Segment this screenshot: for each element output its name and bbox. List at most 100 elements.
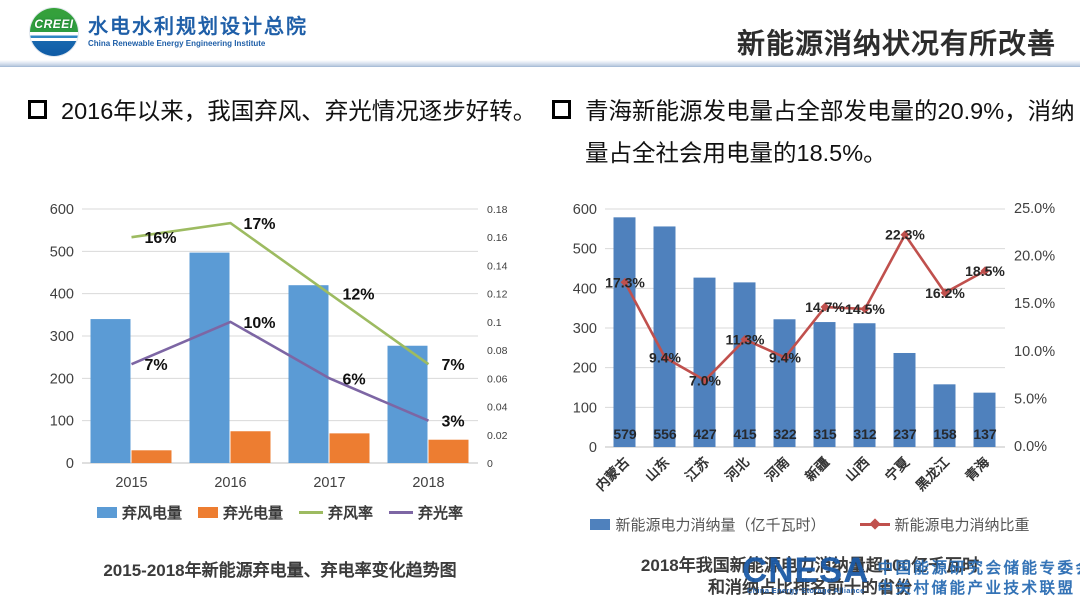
svg-text:10.0%: 10.0%	[1014, 344, 1055, 360]
svg-text:0.0%: 0.0%	[1014, 439, 1047, 455]
svg-text:0: 0	[589, 440, 597, 456]
svg-text:200: 200	[573, 361, 597, 377]
svg-text:3%: 3%	[442, 414, 465, 431]
watermark-subtitle: China Energy Storage Alliance	[746, 585, 865, 595]
svg-text:山东: 山东	[642, 453, 673, 484]
header-divider	[0, 60, 1080, 67]
svg-text:0.06: 0.06	[487, 373, 508, 385]
svg-text:0.04: 0.04	[487, 402, 508, 414]
right-bullet: 青海新能源发电量占全部发电量的20.9%，消纳量占全社会用电量的18.5%。	[552, 90, 1076, 175]
trend-chart-caption: 2015-2018年新能源弃电量、弃电率变化趋势图	[103, 561, 457, 580]
creei-logo-icon: CREEI	[30, 8, 78, 56]
svg-text:100: 100	[50, 414, 74, 430]
svg-text:江苏: 江苏	[682, 453, 713, 484]
svg-text:600: 600	[50, 202, 74, 218]
svg-text:7%: 7%	[442, 357, 465, 374]
svg-text:河南: 河南	[762, 454, 792, 484]
svg-text:322: 322	[773, 426, 797, 442]
watermark-org-line1: 中国能源研究会储能专委会	[877, 560, 1080, 577]
solar-rate-line-icon	[389, 511, 414, 514]
wind-curtailment-swatch-icon	[96, 507, 117, 518]
svg-text:15.0%: 15.0%	[1014, 296, 1055, 312]
wind-rate-line-icon	[299, 511, 323, 514]
svg-text:9.4%: 9.4%	[769, 350, 801, 366]
svg-text:17%: 17%	[244, 216, 276, 233]
org-name-cn: 水电水利规划设计总院	[88, 15, 308, 38]
legend-label: 弃风率	[328, 505, 374, 522]
svg-text:0: 0	[487, 458, 493, 470]
legend-item: 弃风电量	[96, 502, 182, 523]
caption-line2: 和消纳占比排名前十的省份	[708, 578, 912, 598]
svg-text:427: 427	[693, 426, 717, 442]
svg-text:300: 300	[573, 321, 597, 337]
svg-text:黑龙江: 黑龙江	[912, 453, 952, 493]
svg-text:0.18: 0.18	[487, 204, 508, 216]
caption-line1: 2018年我国新能源电力消纳量超100亿千瓦时	[640, 556, 980, 575]
svg-text:11.3%: 11.3%	[726, 331, 765, 347]
slide-title: 新能源消纳状况有所改善	[736, 28, 1056, 59]
trend-chart: 0 100 200 300 400 500 600 0 0.02 0.04 0.06 0.08 0.1 0…	[50, 202, 508, 491]
legend-item: 弃风率	[299, 502, 373, 523]
svg-text:7%: 7%	[145, 357, 168, 374]
org-logo: CREEI 水电水利规划设计总院 China Renewable Energy …	[30, 8, 308, 56]
solar-curtailment-swatch-icon	[197, 507, 218, 518]
svg-text:0.02: 0.02	[487, 430, 508, 442]
svg-text:2018: 2018	[412, 475, 444, 491]
svg-text:9.4%: 9.4%	[649, 350, 681, 366]
svg-text:237: 237	[893, 426, 917, 442]
consumption-volume-swatch-icon	[590, 519, 611, 530]
svg-text:22.3%: 22.3%	[885, 227, 925, 243]
province-chart-legend: 新能源电力消纳量（亿千瓦时） 新能源电力消纳比重	[555, 514, 1065, 535]
svg-text:0.16: 0.16	[487, 232, 508, 244]
svg-text:0.1: 0.1	[487, 317, 502, 329]
svg-text:14.7%: 14.7%	[805, 299, 845, 315]
org-name-block: 水电水利规划设计总院 China Renewable Energy Engine…	[88, 16, 308, 49]
province-chart: 0 100 200 300 400 500 600 0.0% 5.0% 10.0% 15.0% 20.…	[573, 201, 1055, 494]
svg-text:7.0%: 7.0%	[689, 372, 721, 388]
watermark-name: CNESA	[742, 551, 870, 590]
svg-text:16%: 16%	[145, 230, 177, 247]
square-bullet-icon	[552, 100, 571, 119]
svg-text:415: 415	[733, 426, 757, 442]
legend-label: 弃光电量	[222, 505, 283, 522]
legend-label: 弃光率	[418, 505, 464, 522]
svg-text:2015: 2015	[115, 475, 147, 491]
svg-text:新疆: 新疆	[802, 453, 833, 484]
svg-text:100: 100	[573, 400, 597, 416]
svg-text:2016: 2016	[214, 475, 246, 491]
cnesa-watermark: CNESA China Energy Storage Alliance 中国能源…	[742, 551, 1080, 599]
legend-item: 新能源电力消纳量（亿千瓦时）	[590, 514, 826, 535]
svg-text:0.08: 0.08	[487, 345, 508, 357]
svg-text:内蒙古: 内蒙古	[592, 453, 632, 493]
svg-text:300: 300	[50, 329, 74, 345]
province-chart-caption: 2018年我国新能源电力消纳量超100亿千瓦时 和消纳占比排名前十的省份	[560, 555, 1060, 600]
svg-text:0.12: 0.12	[487, 289, 508, 301]
svg-text:16.2%: 16.2%	[925, 285, 965, 301]
legend-item: 新能源电力消纳比重	[859, 514, 1030, 535]
svg-text:500: 500	[50, 244, 74, 260]
svg-text:0.14: 0.14	[487, 260, 508, 272]
svg-text:158: 158	[933, 426, 957, 442]
svg-text:0: 0	[66, 456, 74, 472]
right-bullet-text: 青海新能源发电量占全部发电量的20.9%，消纳量占全社会用电量的18.5%。	[585, 98, 1075, 167]
legend-item: 弃光率	[389, 502, 463, 523]
svg-text:315: 315	[813, 426, 837, 442]
svg-text:宁夏: 宁夏	[882, 453, 913, 484]
svg-text:25.0%: 25.0%	[1014, 201, 1055, 217]
svg-text:579: 579	[613, 426, 637, 442]
left-bullet-text: 2016年以来，我国弃风、弃光情况逐步好转。	[61, 98, 537, 124]
svg-text:400: 400	[50, 287, 74, 303]
svg-text:2017: 2017	[313, 475, 345, 491]
svg-text:556: 556	[653, 426, 677, 442]
svg-text:12%: 12%	[343, 287, 375, 304]
svg-text:312: 312	[853, 426, 877, 442]
svg-text:600: 600	[573, 202, 597, 218]
svg-text:6%: 6%	[343, 371, 366, 388]
svg-text:500: 500	[573, 242, 597, 258]
svg-text:5.0%: 5.0%	[1014, 391, 1047, 407]
svg-text:17.3%: 17.3%	[605, 274, 645, 290]
svg-text:20.0%: 20.0%	[1014, 249, 1055, 265]
svg-text:青海: 青海	[962, 453, 993, 484]
cnesa-logo: CNESA China Energy Storage Alliance	[742, 551, 870, 595]
